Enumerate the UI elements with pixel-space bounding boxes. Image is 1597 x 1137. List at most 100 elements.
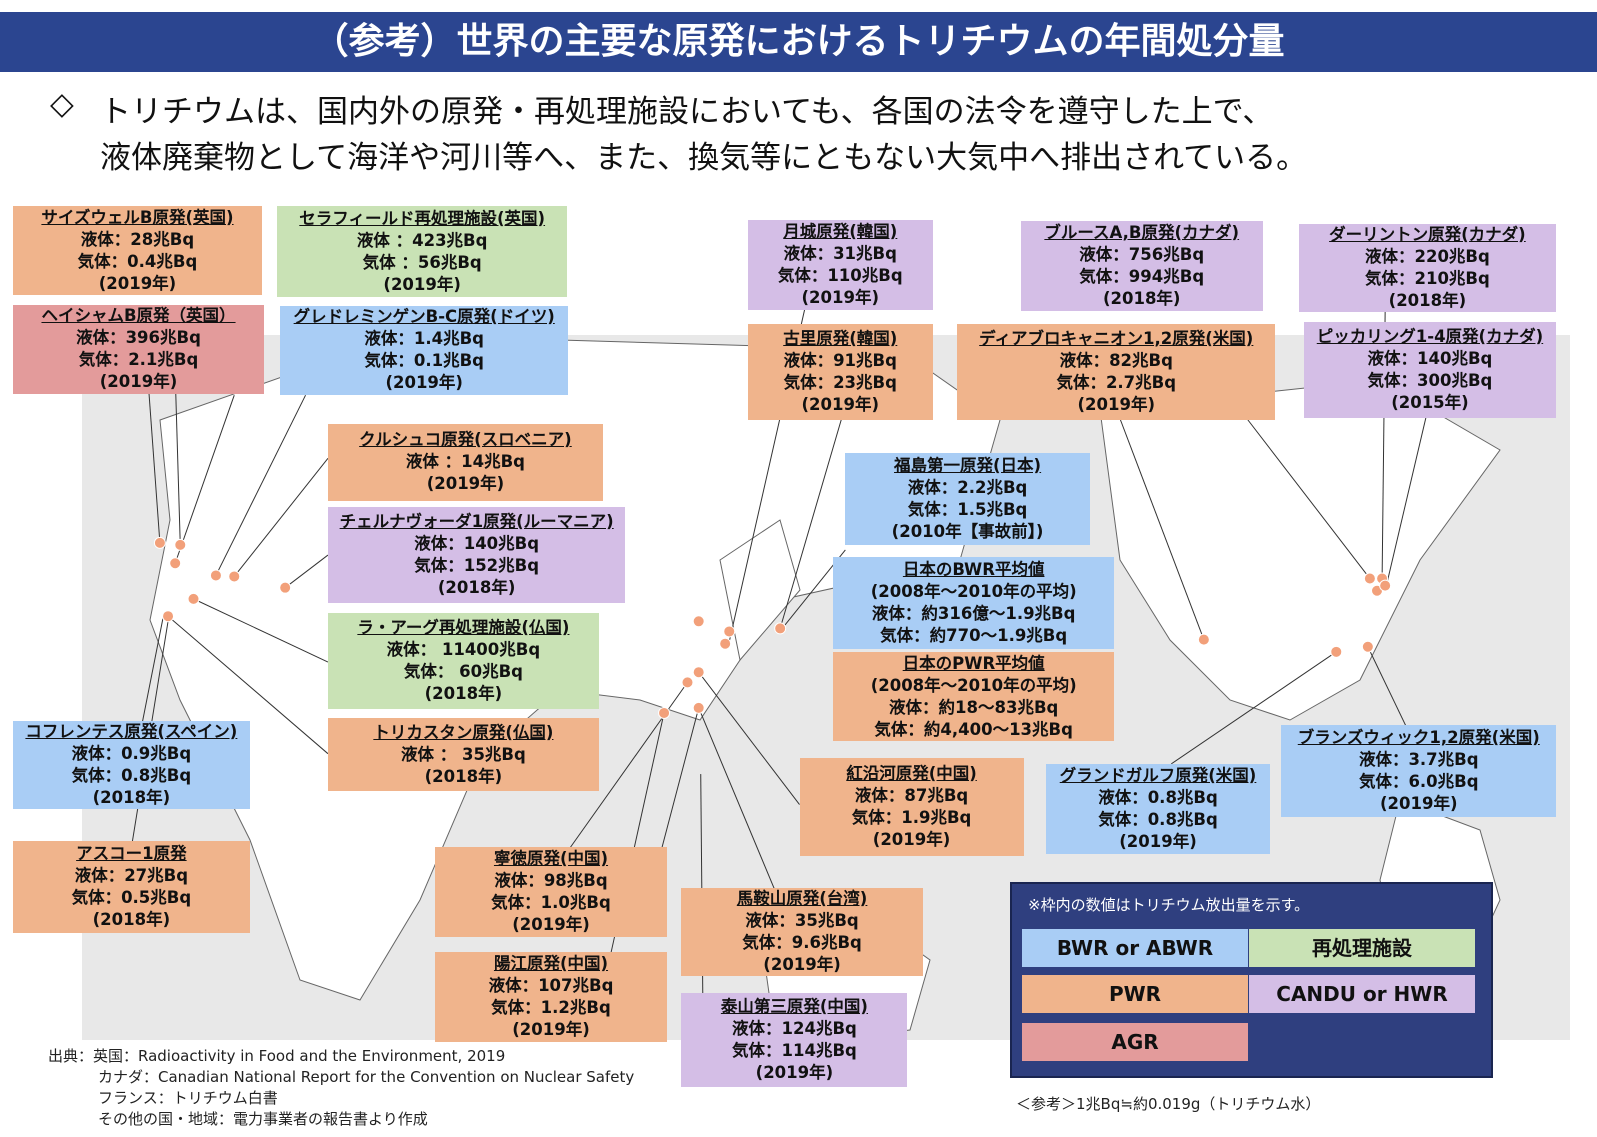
leader-line <box>779 419 842 629</box>
emission-line: 液体 ：14兆Bq <box>405 452 525 472</box>
emission-line: 液体：28兆Bq <box>80 229 195 249</box>
source: カナダ：Canadian National Report for the Con… <box>98 1068 635 1086</box>
emission-line: 液体： 11400兆Bq <box>386 639 541 659</box>
leader-line <box>215 394 306 576</box>
plant-name: コフレンテス原発(スペイン) <box>25 721 238 741</box>
plant-name: 月城原発(韓国) <box>783 221 898 241</box>
emission-line: (2019年) <box>801 287 880 307</box>
emission-line: 液体：35兆Bq <box>745 910 859 930</box>
leader-line <box>698 671 800 805</box>
emission-line: 液体：220兆Bq <box>1364 246 1490 266</box>
emission-line: 液体：3.7兆Bq <box>1358 750 1479 769</box>
plant-box: ピッカリング1-4原発(カナダ) 液体：140兆Bq 気体：300兆Bq (2015年… <box>1303 321 1557 418</box>
emission-line: 液体 ：423兆Bq <box>356 230 488 250</box>
plant-box: チェルナヴォーダ1原発(ルーマニア) 液体：140兆Bq 気体：152兆Bq (201… <box>327 507 626 603</box>
plant-location <box>774 622 787 635</box>
leader-line <box>1384 417 1427 591</box>
leader-line <box>174 395 235 564</box>
plant-box: トリカスタン原発(仏国) 液体 ： 35兆Bq (2018年) <box>327 718 599 792</box>
japan <box>719 519 801 662</box>
leader-line <box>167 615 329 755</box>
leader-line <box>284 554 329 589</box>
emission-line: (2019年) <box>512 1020 590 1040</box>
emission-line: 気体：114兆Bq <box>732 1040 857 1060</box>
legend-item: BWR or ABWR <box>1022 929 1248 967</box>
emission-line: 液体 ： 35兆Bq <box>400 744 526 764</box>
emission-line: (2015年) <box>1391 392 1469 412</box>
page-title: （参考）世界の主要な原発におけるトリチウムの年間処分量 <box>0 12 1597 72</box>
plant-location <box>692 615 705 628</box>
emission-line: (2019年) <box>872 829 951 849</box>
plant-box: 陽江原発(中国) 液体：107兆Bq 気体：1.2兆Bq (2019年) <box>434 952 668 1042</box>
leader-line <box>233 458 329 577</box>
plant-box: 月城原発(韓国) 液体：31兆Bq 気体：110兆Bq (2019年) <box>747 219 933 310</box>
plant-location <box>1197 633 1210 646</box>
plant-location <box>209 569 222 582</box>
emission-line: 気体：9.6兆Bq <box>742 932 862 952</box>
emission-line: (2018年) <box>92 787 171 807</box>
emission-line: (2019年) <box>1077 394 1156 414</box>
emission-line: 気体：1.9兆Bq <box>851 807 972 827</box>
emission-line: (2019年) <box>801 394 880 414</box>
plant-location <box>719 637 732 650</box>
leader-line <box>193 598 329 663</box>
plant-location <box>723 625 736 638</box>
plant-location <box>174 538 187 551</box>
plant-box: ダーリントン原発(カナダ) 液体：220兆Bq 気体：210兆Bq (2018年) <box>1298 224 1557 312</box>
plant-box: ヘイシャムB原発（英国） 液体：396兆Bq 気体：2.1兆Bq (2019年) <box>13 304 264 395</box>
intro-line: 液体廃棄物として海洋や河川等へ、また、換気等にともない大気中へ排出されている。 <box>100 140 1308 176</box>
emission-line: 気体：6.0兆Bq <box>1358 772 1479 791</box>
plant-box: グランドガルフ原発(米国) 液体：0.8兆Bq 気体：0.8兆Bq (2019年) <box>1045 763 1271 854</box>
plant-location <box>279 581 292 594</box>
emission-line: 気体：23兆Bq <box>783 372 897 392</box>
leader-line <box>661 707 700 848</box>
emission-line: 液体：87兆Bq <box>854 785 969 805</box>
emission-line: 気体：1.2兆Bq <box>491 998 611 1018</box>
plant-box: ブルースA,B原発(カナダ) 液体：756兆Bq 気体：994兆Bq (2018年) <box>1020 221 1263 311</box>
emission-line: 気体：約770～1.9兆Bq <box>880 625 1068 645</box>
plant-box: ブランズウィック1,2原発(米国) 液体：3.7兆Bq 気体：6.0兆Bq (2019… <box>1281 725 1557 817</box>
emission-line: 気体：0.8兆Bq <box>1098 809 1218 829</box>
plant-name: 陽江原発(中国) <box>493 954 609 974</box>
emission-line: 液体：107兆Bq <box>488 976 614 996</box>
plant-box: クルシュコ原発(スロベニア) 液体 ：14兆Bq (2019年) <box>327 423 603 502</box>
emission-line: 気体：110兆Bq <box>777 265 903 285</box>
emission-line: 気体：210兆Bq <box>1364 268 1490 288</box>
emission-line: 液体：1.4兆Bq <box>364 329 484 349</box>
emission-line: 気体：1.0兆Bq <box>491 893 611 913</box>
emission-line: 液体：27兆Bq <box>74 866 189 886</box>
leader-line <box>1247 419 1371 579</box>
emission-line: 気体 ：56兆Bq <box>362 252 482 272</box>
plant-box: 泰山第三原発(中国) 液体：124兆Bq 気体：114兆Bq (2019年) <box>681 993 908 1087</box>
plant-name: 紅沿河原発(中国) <box>846 763 977 783</box>
plant-name: 泰山第三原発(中国) <box>720 996 868 1016</box>
emission-line: 気体：2.7兆Bq <box>1056 372 1177 392</box>
plant-name: グレドレミンゲンB-C原発(ドイツ) <box>293 307 555 327</box>
plant-box: サイズウェルB原発(英国) 液体：28兆Bq 気体：0.4兆Bq (2019年) <box>13 205 262 296</box>
emission-line: 液体：98兆Bq <box>494 871 608 891</box>
leader-line <box>698 707 775 889</box>
legend-item: CANDU or HWR <box>1249 975 1475 1013</box>
leader-line <box>1367 646 1406 726</box>
emission-line: 液体：396兆Bq <box>76 328 201 348</box>
plant-name: ラ・アーグ再処理施設(仏国) <box>357 617 570 637</box>
plant-location <box>1379 579 1392 592</box>
plant-name: 福島第一原発(日本) <box>894 456 1042 476</box>
plant-location <box>1330 645 1343 658</box>
emission-line: 気体： 60兆Bq <box>403 661 523 681</box>
emission-line: (2019年) <box>755 1062 834 1082</box>
plant-location <box>681 676 694 689</box>
emission-line: 気体：0.5兆Bq <box>71 888 192 908</box>
leader-line <box>1119 419 1205 640</box>
plant-location <box>658 706 671 719</box>
emission-line: (2019年) <box>385 373 463 393</box>
intro-marker: ◇ <box>50 86 74 122</box>
plant-location <box>1363 572 1376 585</box>
plant-name: ディアブロキャニオン1,2原発(米国) <box>979 328 1254 348</box>
source: 出典：英国：Radioactivity in Food and the Envi… <box>48 1047 506 1065</box>
plant-name: 日本のPWR平均値 <box>902 653 1045 673</box>
plant-box: ディアブロキャニオン1,2原発(米国) 液体：82兆Bq 気体：2.7兆Bq (201… <box>957 323 1276 420</box>
plant-box: 寧徳原発(中国) 液体：98兆Bq 気体：1.0兆Bq (2019年) <box>434 847 668 938</box>
plant-name: ピッカリング1-4原発(カナダ) <box>1316 326 1544 346</box>
